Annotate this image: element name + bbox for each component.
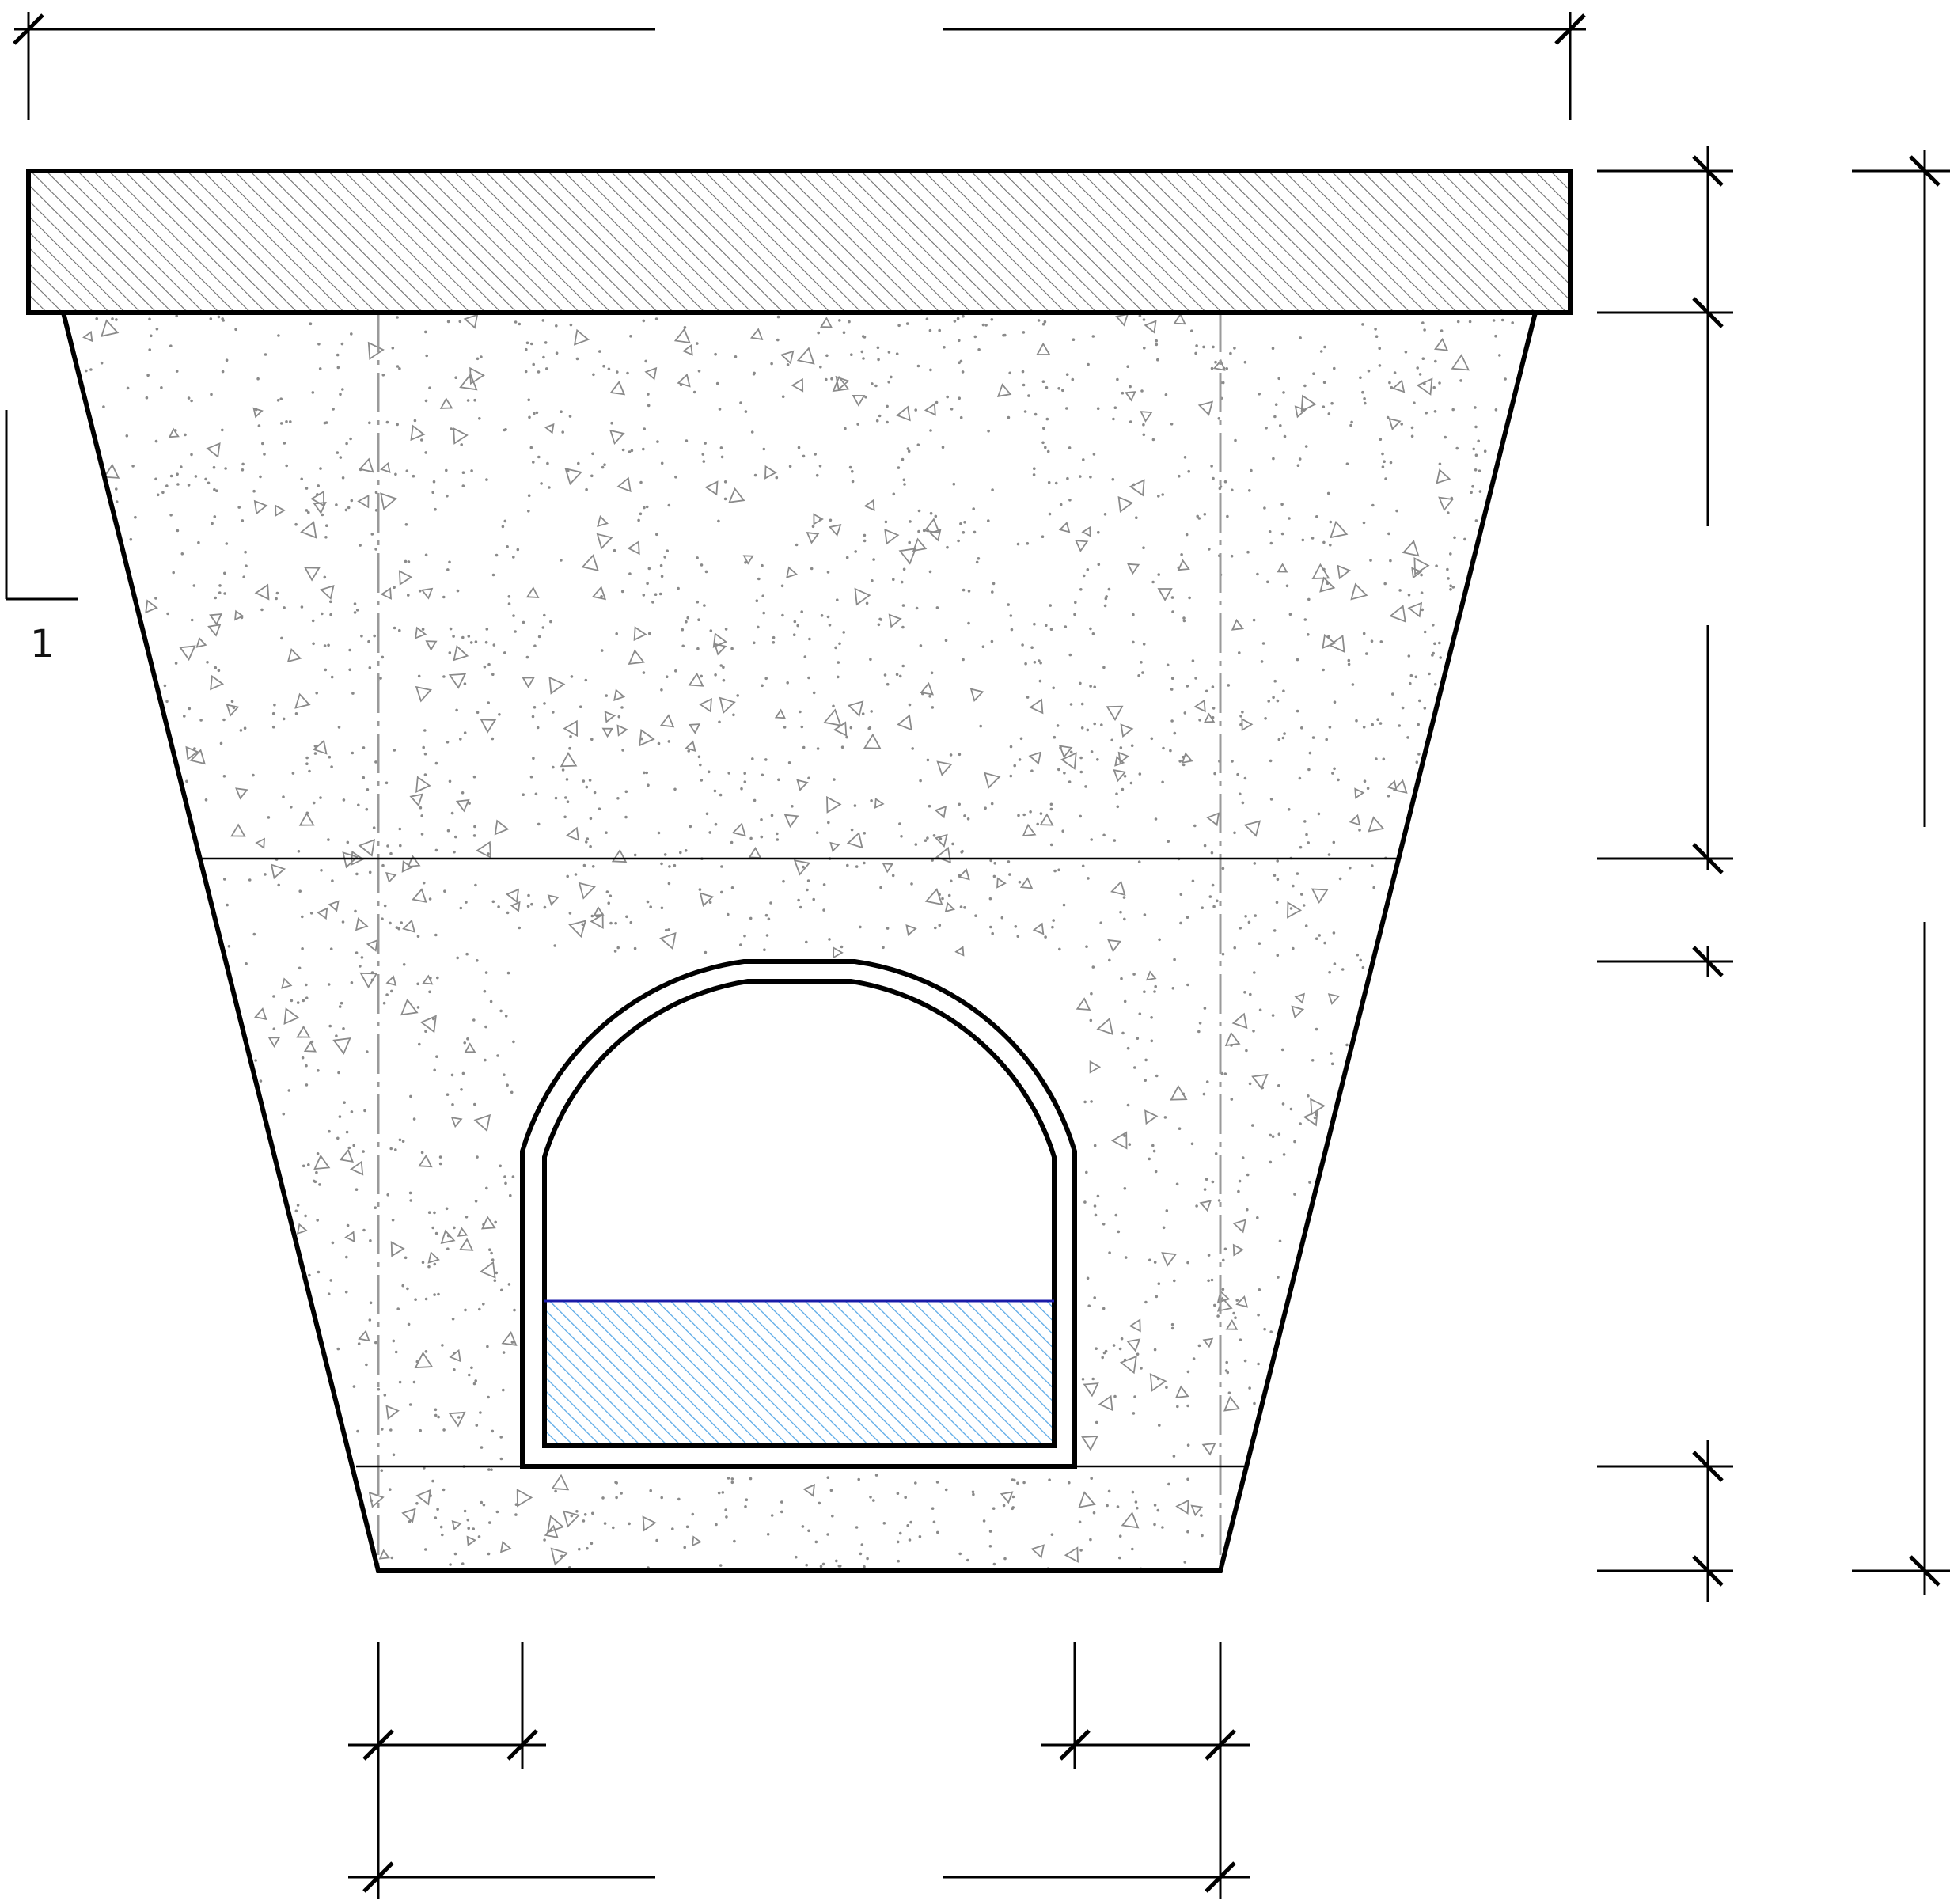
water-fill — [547, 1301, 1052, 1443]
right-vertical-dimensions — [1597, 146, 1733, 1602]
dimension-lines — [13, 12, 1950, 1899]
concrete-body — [63, 313, 1535, 1571]
centerlines — [377, 313, 1222, 1571]
overall-height-dimension — [1852, 150, 1950, 1595]
cap-slab — [26, 169, 1573, 315]
top-dimension — [13, 12, 1586, 120]
bottom-dimensions — [348, 1642, 1250, 1899]
concrete-aggregate-pattern — [82, 313, 1514, 1571]
slope-label: 1 — [30, 622, 55, 666]
slope-indicator — [5, 410, 78, 601]
